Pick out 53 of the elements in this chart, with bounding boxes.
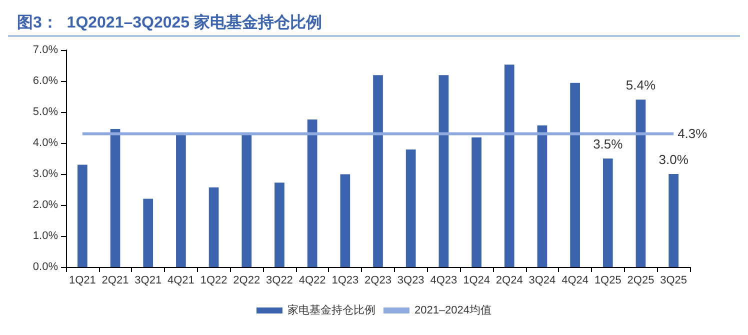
- bar: [208, 187, 219, 267]
- bar: [537, 125, 548, 267]
- x-tick-label: 2Q25: [627, 274, 654, 286]
- x-tick-label: 3Q23: [397, 274, 424, 286]
- x-tick-label: 3Q25: [660, 274, 688, 286]
- x-tick-label: 2Q21: [102, 274, 129, 286]
- bar: [307, 119, 318, 267]
- x-tick-label: 2Q22: [233, 274, 260, 286]
- x-tick-label: 1Q21: [68, 274, 96, 286]
- y-tick-label: 5.0%: [32, 106, 58, 118]
- bar: [438, 75, 449, 267]
- y-tick-label: 4.0%: [32, 137, 58, 149]
- bar: [406, 150, 416, 267]
- y-tick-label: 3.0%: [32, 168, 58, 180]
- y-tick-label: 7.0%: [32, 44, 58, 56]
- bar: [110, 129, 120, 267]
- y-tick-label: 2.0%: [32, 199, 58, 211]
- x-tick-label: 2Q24: [496, 274, 523, 286]
- chart-title: 图3： 1Q2021–3Q2025 家电基金持仓比例: [17, 12, 322, 32]
- x-tick-label: 1Q22: [200, 274, 228, 286]
- bar: [602, 158, 613, 267]
- data-label: 4.3%: [678, 126, 708, 142]
- bar: [176, 133, 186, 267]
- bar: [570, 82, 580, 267]
- data-label: 3.0%: [658, 152, 689, 167]
- bar: [472, 137, 482, 267]
- bar: [77, 164, 88, 267]
- legend-label: 2021–2024均值: [414, 304, 492, 316]
- bar: [143, 198, 154, 267]
- y-tick-label: 0.0%: [32, 261, 58, 273]
- y-tick-label: 1.0%: [32, 230, 58, 242]
- x-tick-label: 1Q24: [463, 274, 490, 286]
- bar: [636, 100, 646, 267]
- y-tick-label: 6.0%: [32, 75, 58, 87]
- x-tick-label: 4Q21: [167, 274, 194, 286]
- legend-label: 家电基金持仓比例: [287, 304, 376, 316]
- x-tick-label: 4Q24: [562, 274, 589, 286]
- bar: [274, 182, 284, 267]
- bar: [242, 134, 252, 267]
- x-tick-label: 1Q23: [332, 274, 359, 286]
- x-tick-label: 2Q23: [364, 274, 392, 286]
- data-label: 5.4%: [626, 78, 656, 93]
- bar: [668, 174, 679, 267]
- x-tick-label: 3Q21: [134, 274, 162, 286]
- bar: [340, 174, 350, 267]
- bar: [373, 75, 383, 267]
- bar: [504, 64, 514, 267]
- x-tick-label: 1Q25: [594, 274, 622, 286]
- x-tick-label: 4Q22: [298, 274, 326, 286]
- x-tick-label: 4Q23: [430, 274, 458, 286]
- data-label: 3.5%: [593, 136, 624, 152]
- x-tick-label: 3Q24: [528, 274, 556, 286]
- x-tick-label: 3Q22: [266, 274, 293, 286]
